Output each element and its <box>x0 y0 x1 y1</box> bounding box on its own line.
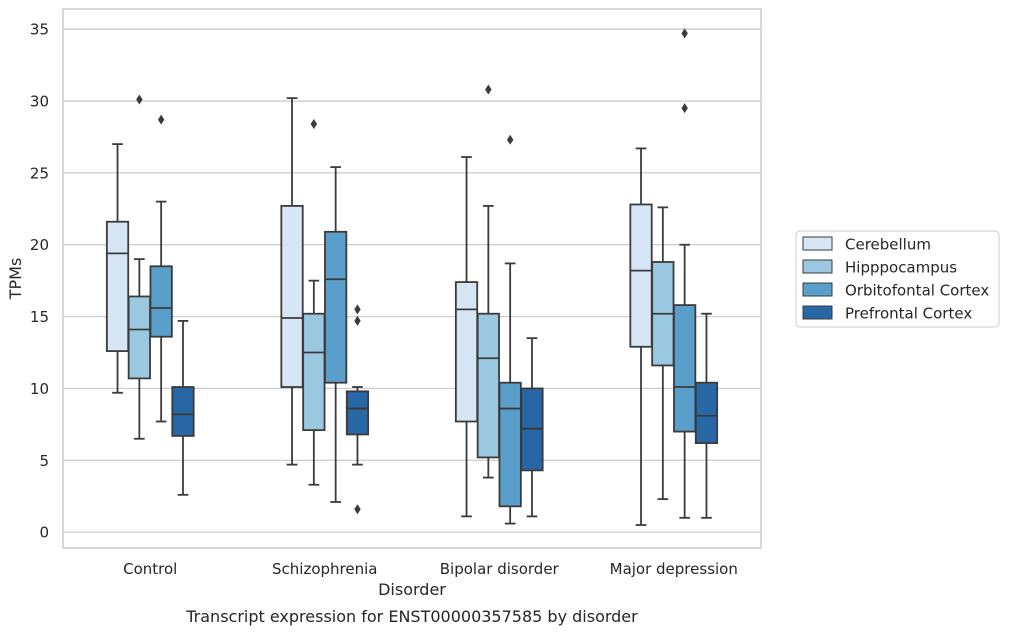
box-body <box>454 281 479 423</box>
box-prefrontal-cortex <box>694 312 719 519</box>
y-tick-label: 15 <box>30 308 49 326</box>
box-body <box>476 312 500 459</box>
y-tick-label: 25 <box>30 164 49 182</box>
box-orbitofontal-cortex <box>673 28 697 519</box>
box-body <box>127 295 151 380</box>
y-tick-label: 35 <box>30 21 49 39</box>
y-tick-label: 20 <box>30 236 49 254</box>
box-body <box>324 230 348 384</box>
box-orbitofontal-cortex <box>324 166 348 503</box>
plot-area-border <box>62 8 762 549</box>
box-orbitofontal-cortex <box>498 134 522 525</box>
box-body <box>673 304 697 433</box>
box-hipppocampus <box>127 94 151 440</box>
box-body <box>149 265 173 338</box>
outlier-point <box>681 28 688 39</box>
outlier-point <box>506 134 514 145</box>
x-tick-labels: Control Schizophrenia Bipolar disorder Majo… <box>123 560 738 578</box>
outlier-point <box>485 84 492 95</box>
box-orbitofontal-cortex <box>149 114 173 423</box>
legend-label: Orbitofontal Cortex <box>845 282 989 300</box>
box-prefrontal-cortex <box>345 304 370 515</box>
box-prefrontal-cortex <box>520 337 544 518</box>
y-tick-label: 10 <box>30 380 49 398</box>
x-tick-label: Major depression <box>610 560 738 578</box>
box-body <box>302 312 326 432</box>
box-prefrontal-cortex <box>171 320 195 496</box>
y-tick-label: 5 <box>39 452 49 470</box>
y-tick-label: 30 <box>30 92 49 110</box>
x-tick-label: Bipolar disorder <box>440 560 560 578</box>
box-body <box>694 381 719 444</box>
outlier-point <box>354 504 361 515</box>
outlier-point <box>681 103 688 114</box>
legend: Cerebellum Hipppocampus Orbitofontal Corte… <box>795 230 1000 328</box>
legend-swatch <box>802 305 833 320</box>
x-tick-label: Control <box>123 560 177 578</box>
outlier-point <box>310 118 318 129</box>
figure-caption: Transcript expression for ENST0000035758… <box>185 607 638 626</box>
outlier-point <box>354 304 361 315</box>
legend-swatch <box>802 259 833 274</box>
box-body <box>171 386 195 437</box>
box-body <box>498 381 522 508</box>
box-cerebellum <box>280 97 304 466</box>
box-hipppocampus <box>476 84 500 479</box>
outlier-point <box>136 94 143 105</box>
box-body <box>280 205 304 388</box>
x-tick-label: Schizophrenia <box>272 560 377 578</box>
legend-swatch <box>802 236 833 251</box>
legend-label: Cerebellum <box>845 236 931 254</box>
box-series-group <box>105 28 719 526</box>
box-body <box>629 203 653 348</box>
box-cerebellum <box>105 143 130 394</box>
outlier-point <box>157 114 165 125</box>
legend-frame <box>795 230 1000 328</box>
box-cerebellum <box>454 156 479 518</box>
legend-label: Hipppocampus <box>845 259 957 277</box>
legend-swatch <box>802 282 833 297</box>
outlier-point <box>354 315 361 326</box>
legend-label: Prefrontal Cortex <box>845 305 972 323</box>
x-axis-label: Disorder <box>378 580 446 599</box>
y-axis-label: TPMs <box>6 258 25 301</box>
y-tick-labels: 0 5 10 15 20 25 30 35 <box>30 21 49 542</box>
box-body <box>105 220 130 352</box>
box-body <box>345 390 370 436</box>
y-tick-label: 0 <box>39 524 49 542</box>
